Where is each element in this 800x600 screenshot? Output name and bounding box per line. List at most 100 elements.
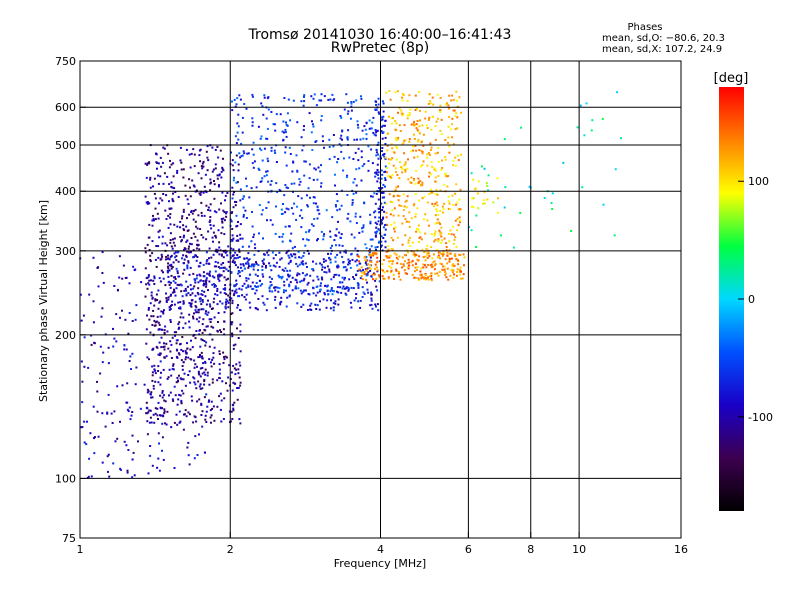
echo-point bbox=[367, 169, 370, 172]
echo-point bbox=[158, 301, 161, 304]
echo-point bbox=[214, 148, 217, 151]
echo-point bbox=[231, 312, 234, 315]
echo-point bbox=[394, 128, 397, 131]
echo-point bbox=[444, 174, 447, 177]
echo-point bbox=[177, 275, 180, 278]
echo-point bbox=[182, 224, 185, 227]
echo-point bbox=[393, 277, 395, 280]
echo-point bbox=[188, 320, 191, 323]
echo-point bbox=[455, 258, 458, 261]
echo-point bbox=[160, 414, 162, 417]
echo-point bbox=[417, 177, 420, 180]
echo-point bbox=[391, 201, 394, 204]
echo-point bbox=[392, 273, 395, 276]
echo-point bbox=[131, 352, 134, 355]
echo-point bbox=[146, 420, 149, 423]
echo-point bbox=[374, 221, 377, 224]
echo-point bbox=[440, 232, 443, 235]
echo-point bbox=[231, 100, 233, 103]
echo-point bbox=[428, 193, 431, 196]
echo-point bbox=[243, 267, 246, 270]
echo-point bbox=[311, 268, 314, 270]
echo-point bbox=[295, 218, 298, 221]
echo-point bbox=[519, 211, 522, 214]
echo-point bbox=[201, 367, 204, 369]
echo-point bbox=[207, 159, 210, 162]
echo-point bbox=[262, 301, 265, 304]
echo-point bbox=[131, 411, 134, 413]
echo-point bbox=[218, 241, 221, 244]
echo-point bbox=[320, 263, 323, 266]
echo-point bbox=[405, 206, 408, 209]
echo-point bbox=[106, 455, 109, 458]
echo-point bbox=[172, 162, 175, 165]
echo-point bbox=[428, 100, 431, 102]
echo-point bbox=[458, 273, 461, 276]
echo-point bbox=[171, 198, 174, 201]
echo-point bbox=[237, 163, 240, 166]
echo-point bbox=[426, 253, 429, 256]
echo-point bbox=[224, 305, 227, 308]
echo-point bbox=[217, 229, 220, 232]
echo-point bbox=[151, 240, 154, 243]
echo-point bbox=[170, 163, 173, 166]
echo-point bbox=[202, 165, 205, 168]
x-tick-label: 4 bbox=[377, 543, 384, 556]
echo-point bbox=[353, 138, 356, 141]
echo-point bbox=[425, 248, 428, 251]
echo-point bbox=[241, 116, 244, 119]
echo-point bbox=[426, 219, 429, 222]
echo-point bbox=[170, 426, 173, 429]
echo-point bbox=[208, 383, 211, 386]
echo-point bbox=[208, 280, 211, 283]
echo-point bbox=[227, 301, 230, 304]
echo-point bbox=[157, 365, 160, 368]
echo-point bbox=[454, 164, 457, 167]
echo-point bbox=[374, 175, 377, 178]
echo-point bbox=[150, 421, 153, 424]
echo-point bbox=[355, 168, 358, 171]
echo-point bbox=[194, 435, 197, 438]
echo-point bbox=[231, 109, 234, 112]
echo-point bbox=[441, 167, 444, 170]
echo-point bbox=[235, 291, 238, 294]
echo-point bbox=[268, 262, 271, 265]
echo-point bbox=[233, 98, 236, 101]
echo-point bbox=[93, 452, 96, 455]
echo-point bbox=[231, 335, 234, 338]
echo-point bbox=[335, 244, 337, 247]
echo-point bbox=[404, 139, 407, 142]
echo-point bbox=[170, 185, 173, 188]
echo-point bbox=[483, 199, 486, 202]
echo-point bbox=[166, 175, 169, 178]
echo-point bbox=[418, 278, 420, 281]
echo-point bbox=[417, 259, 420, 262]
echo-point bbox=[148, 202, 151, 205]
echo-point bbox=[437, 254, 440, 257]
echo-point bbox=[335, 205, 337, 208]
echo-point bbox=[240, 288, 243, 291]
echo-point bbox=[288, 146, 291, 149]
echo-point bbox=[276, 286, 279, 289]
echo-point bbox=[434, 263, 437, 266]
echo-point bbox=[154, 380, 157, 383]
echo-point bbox=[314, 168, 317, 171]
echo-point bbox=[157, 174, 159, 177]
echo-point bbox=[176, 171, 179, 174]
echo-point bbox=[323, 95, 326, 98]
echo-point bbox=[251, 288, 254, 290]
echo-point bbox=[449, 229, 452, 232]
echo-point bbox=[456, 218, 459, 220]
echo-point bbox=[601, 117, 604, 120]
echo-point bbox=[265, 170, 268, 173]
echo-point bbox=[198, 192, 201, 195]
echo-point bbox=[428, 175, 430, 178]
echo-point bbox=[204, 173, 207, 176]
echo-point bbox=[403, 124, 406, 127]
echo-point bbox=[268, 287, 271, 290]
echo-point bbox=[205, 283, 208, 286]
echo-point bbox=[440, 226, 443, 229]
echo-point bbox=[314, 141, 317, 143]
echo-point bbox=[152, 185, 154, 188]
echo-point bbox=[156, 299, 159, 301]
